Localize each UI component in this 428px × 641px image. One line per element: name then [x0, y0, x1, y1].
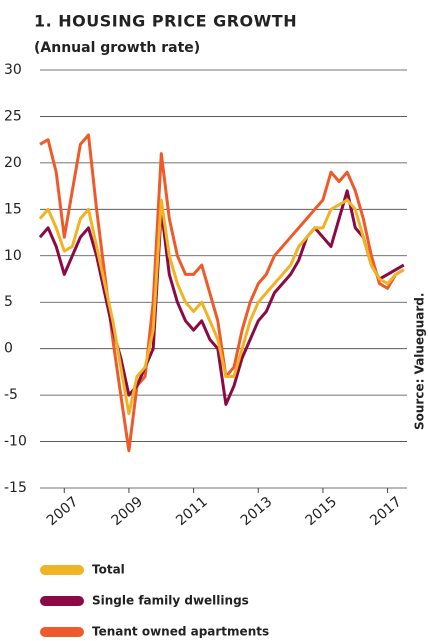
source: Source: Valueguard.	[413, 293, 427, 430]
y-tick-label: 5	[4, 294, 13, 310]
y-tick-label: 30	[4, 62, 22, 78]
legend-label: Single family dwellings	[92, 594, 249, 608]
legend-swatch	[40, 565, 84, 575]
y-tick-label: -15	[4, 480, 27, 496]
y-tick-label: 25	[4, 108, 22, 124]
legend-swatch	[40, 627, 84, 637]
x-tick-label: 2009	[108, 494, 146, 529]
x-tick-label: 2011	[173, 494, 211, 529]
x-tick-label: 2017	[367, 494, 405, 529]
y-tick-label: 20	[4, 155, 22, 171]
x-tick-label: 2015	[302, 494, 340, 529]
legend-label: Tenant owned apartments	[92, 625, 269, 639]
chart-subtitle: (Annual growth rate)	[34, 40, 200, 56]
y-tick-label: -10	[4, 434, 27, 450]
y-tick-label: -5	[4, 387, 18, 403]
series-line	[38, 198, 405, 416]
x-tick-label: 2007	[44, 494, 82, 529]
series-line	[39, 133, 405, 453]
legend-swatch	[40, 596, 84, 606]
x-tick-label: 2013	[238, 494, 276, 529]
series-line	[38, 189, 405, 406]
y-tick-label: 0	[4, 341, 13, 357]
y-tick-label: 15	[4, 201, 22, 217]
legend-label: Total	[92, 563, 125, 577]
y-tick-label: 10	[4, 248, 22, 264]
chart-title: 1. HOUSING PRICE GROWTH	[34, 12, 297, 31]
